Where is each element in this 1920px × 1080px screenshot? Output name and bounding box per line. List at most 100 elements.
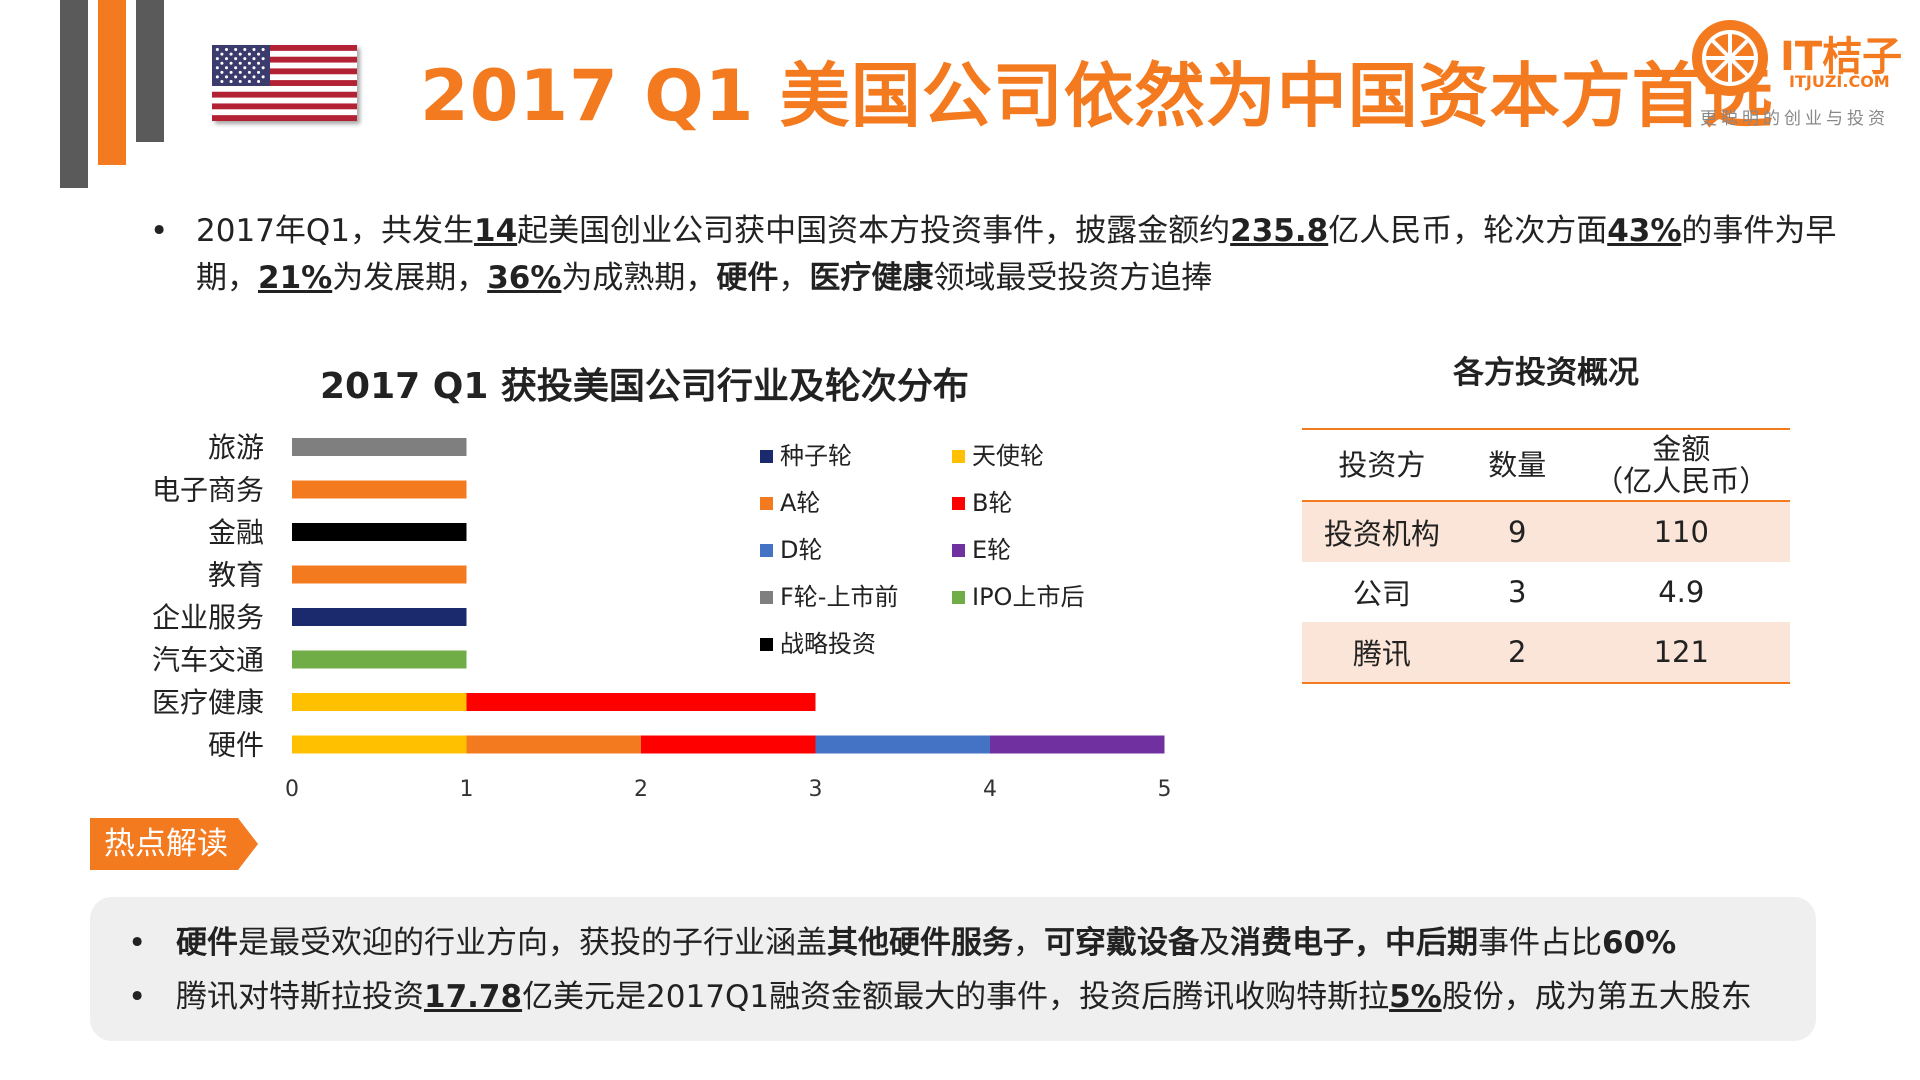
bar-segment <box>292 523 467 541</box>
hot-text: 中后期 <box>1385 925 1478 961</box>
logo-slogan: 更聪明的创业与投资 <box>1700 109 1889 129</box>
cell-investor: 腾讯 <box>1302 622 1462 684</box>
x-tick-label: 1 <box>460 777 474 802</box>
bullet: • <box>128 979 147 1015</box>
x-tick-label: 2 <box>634 777 648 802</box>
legend-swatch <box>760 497 773 510</box>
hot-text: ， <box>1354 925 1385 961</box>
hot-topic-tag: 热点解读 <box>90 818 258 870</box>
summary-text-part: 的事件为早期， <box>196 213 1837 296</box>
summary-early-pct: 43% <box>1607 213 1682 249</box>
us-flag-icon <box>212 45 357 121</box>
legend-label: IPO上市后 <box>972 583 1084 611</box>
hot-text: 17.78 <box>424 979 523 1015</box>
category-label: 硬件 <box>208 729 264 762</box>
cell-investor: 公司 <box>1352 577 1411 611</box>
summary-text-part: 2017年Q1，共发生 <box>196 213 475 249</box>
hot-text: 及 <box>1199 925 1230 961</box>
summary-mature-pct: 36% <box>487 260 562 296</box>
hot-text: 5% <box>1389 979 1442 1015</box>
hot-text: 是最受欢迎的行业方向，获投的子行业涵盖 <box>238 925 827 961</box>
logo-url: ITJUZI.COM <box>1789 72 1890 91</box>
summary-text-part: 领域最受投资方追捧 <box>933 260 1213 296</box>
hot-text: 硬件 <box>176 925 238 961</box>
bullet: • <box>150 213 169 249</box>
hot-topic-box: • 硬件是最受欢迎的行业方向，获投的子行业涵盖其他硬件服务，可穿戴设备及消费电子，… <box>90 897 1816 1041</box>
bar-segment <box>466 735 641 754</box>
table-row: 腾讯 2 121 <box>1302 622 1790 684</box>
legend-swatch <box>952 591 965 604</box>
legend-label: E轮 <box>972 536 1011 564</box>
header-count: 数量 <box>1461 428 1573 502</box>
bar-segment <box>292 480 467 499</box>
summary-growth-pct: 21% <box>258 260 333 296</box>
legend-label: B轮 <box>972 489 1012 517</box>
decor-bar-gray-2 <box>136 0 164 142</box>
logo[interactable]: IT桔子 ITJUZI.COM 更聪明的创业与投资 <box>1692 20 1902 130</box>
bar-segment <box>466 693 816 711</box>
bar-segment <box>292 735 467 754</box>
cell-count: 2 <box>1461 622 1573 684</box>
category-label: 旅游 <box>208 431 264 464</box>
hot-text: 事件占比 <box>1478 925 1602 961</box>
legend-label: 天使轮 <box>972 442 1044 470</box>
x-tick-label: 0 <box>285 777 299 802</box>
investment-table: 投资方 数量 金额 （亿人民币） 投资机构 9 110 公司 3 4.9 腾讯 2… <box>1302 428 1790 684</box>
category-label: 汽车交通 <box>152 644 264 677</box>
bar-segment <box>990 735 1165 754</box>
bar-segment <box>292 693 467 711</box>
category-label: 电子商务 <box>152 474 264 507</box>
cell-amount: 110 <box>1572 501 1790 562</box>
legend-swatch <box>760 544 773 557</box>
hot-line-2: • 腾讯对特斯拉投资17.78亿美元是2017Q1融资金额最大的事件，投资后腾讯收… <box>128 971 1752 1016</box>
bullet: • <box>128 925 147 961</box>
chart-title: 2017 Q1 获投美国公司行业及轮次分布 <box>320 366 969 407</box>
orange-slice-icon <box>1702 30 1758 86</box>
legend-swatch <box>952 497 965 510</box>
hot-text: 消费电子 <box>1230 925 1354 961</box>
bar-segment <box>641 735 816 754</box>
table-header-row: 投资方 数量 金额 （亿人民币） <box>1302 428 1790 502</box>
summary-amount: 235.8 <box>1230 213 1329 249</box>
summary-paragraph: • 2017年Q1，共发生14起美国创业公司获中国资本方投资事件，披露金额约23… <box>150 208 1870 302</box>
decor-bar-orange <box>98 0 126 165</box>
cell-amount: 121 <box>1572 622 1790 684</box>
summary-text: 2017年Q1，共发生14起美国创业公司获中国资本方投资事件，披露金额约235.… <box>196 208 1870 302</box>
table-title: 各方投资概况 <box>1453 355 1639 391</box>
summary-event-count: 14 <box>474 213 518 249</box>
legend-swatch <box>952 450 965 463</box>
legend-swatch <box>760 591 773 604</box>
x-tick-label: 3 <box>809 777 823 802</box>
legend-label: 战略投资 <box>780 630 876 658</box>
hot-text: 腾讯对特斯拉投资 <box>176 979 424 1015</box>
legend-label: D轮 <box>780 536 822 564</box>
bar-segment <box>815 735 990 754</box>
legend-swatch <box>952 544 965 557</box>
table-row: 公司 3 4.9 <box>1302 562 1790 622</box>
bar-segment <box>292 438 467 456</box>
x-tick-label: 4 <box>983 777 997 802</box>
bar-segment <box>292 650 467 669</box>
bar-segment <box>292 608 467 626</box>
category-label: 金融 <box>208 516 264 549</box>
legend-label: A轮 <box>780 489 820 517</box>
hot-text: 60% <box>1602 925 1677 961</box>
bar-segment <box>292 565 467 584</box>
legend-swatch <box>760 638 773 651</box>
summary-text-part: 为成熟期， <box>561 260 717 296</box>
cell-count: 9 <box>1461 501 1573 562</box>
summary-text-part: 为发展期， <box>332 260 488 296</box>
cell-investor: 投资机构 <box>1302 501 1462 562</box>
summary-healthcare: 医疗健康 <box>809 260 934 296</box>
hot-text: ， <box>1013 925 1044 961</box>
orange-logo-icon <box>1692 20 1768 96</box>
summary-text-part: 起美国创业公司获中国资本方投资事件，披露金额约 <box>517 213 1231 249</box>
category-label: 企业服务 <box>152 601 264 634</box>
summary-text-part: 亿人民币，轮次方面 <box>1328 213 1608 249</box>
hot-line-1: • 硬件是最受欢迎的行业方向，获投的子行业涵盖其他硬件服务，可穿戴设备及消费电子，… <box>128 917 1676 962</box>
hot-text: 可穿戴设备 <box>1044 925 1199 961</box>
header-amount-label: 金额 <box>1652 432 1711 466</box>
legend-label: 种子轮 <box>780 442 852 470</box>
legend-label: F轮-上市前 <box>780 583 898 611</box>
